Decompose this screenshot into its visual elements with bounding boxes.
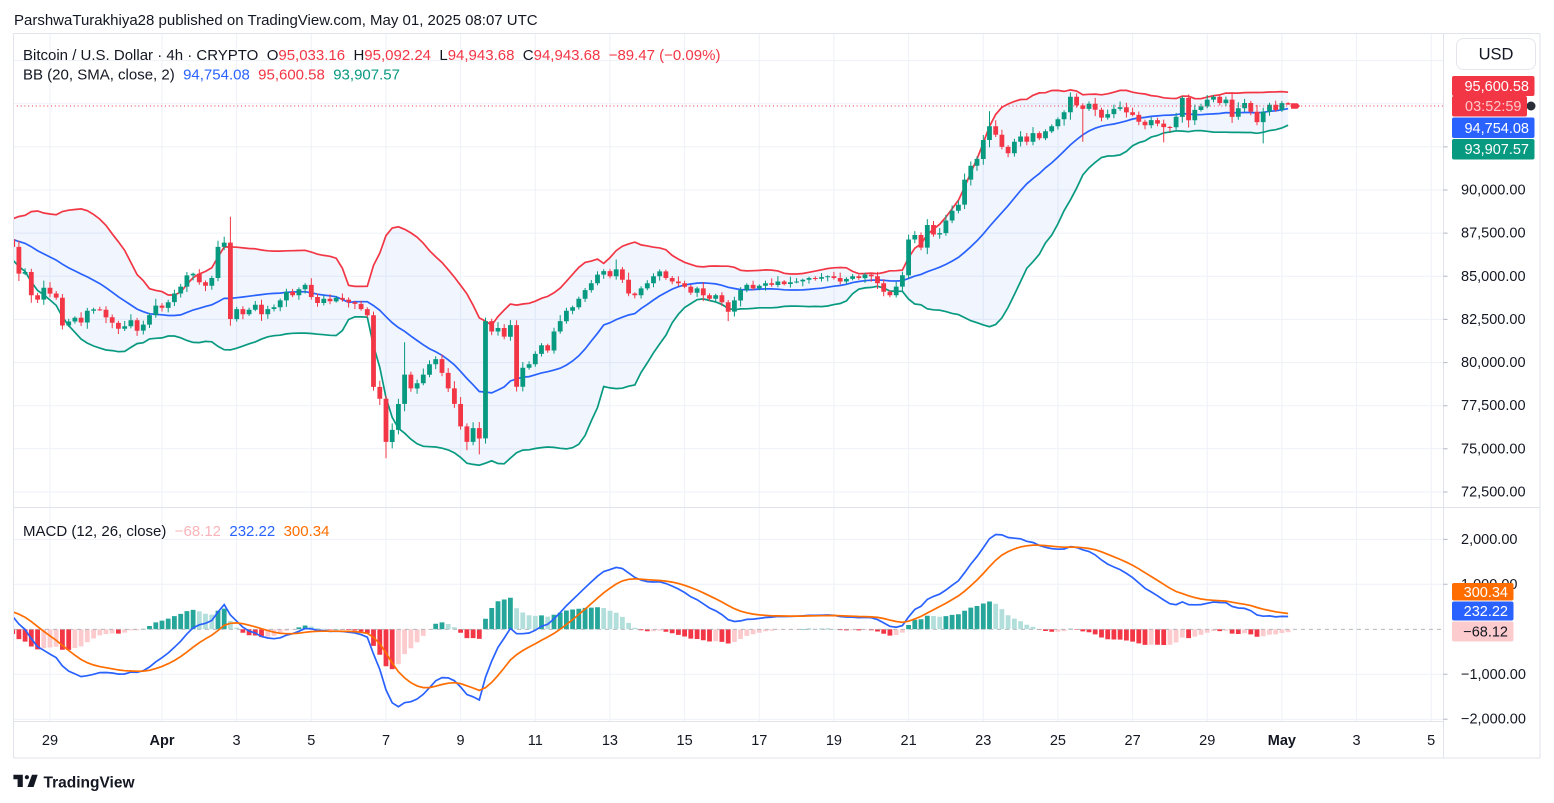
svg-text:90,000.00: 90,000.00 xyxy=(1461,183,1526,199)
svg-text:25: 25 xyxy=(1050,733,1066,749)
svg-text:May: May xyxy=(1268,733,1296,749)
svg-text:2,000.00: 2,000.00 xyxy=(1461,532,1517,548)
svg-text:75,000.00: 75,000.00 xyxy=(1461,441,1526,457)
svg-text:MACD (12, 26, close) −68.12: MACD (12, 26, close) −68.12 232.22 300.3… xyxy=(23,523,329,540)
svg-text:17: 17 xyxy=(751,733,767,749)
svg-text:7: 7 xyxy=(382,733,390,749)
svg-text:80,000.00: 80,000.00 xyxy=(1461,355,1526,371)
svg-text:03:52:59: 03:52:59 xyxy=(1465,99,1521,115)
svg-text:−1,000.00: −1,000.00 xyxy=(1461,667,1526,683)
svg-text:TradingView: TradingView xyxy=(44,775,136,792)
svg-text:Bitcoin / U.S. Dollar · 4h · C: Bitcoin / U.S. Dollar · 4h · CRYPTO O95,… xyxy=(23,47,720,64)
svg-text:93,907.57: 93,907.57 xyxy=(1464,142,1529,158)
svg-text:232.22: 232.22 xyxy=(1464,604,1508,620)
svg-text:72,500.00: 72,500.00 xyxy=(1461,485,1526,501)
svg-text:13: 13 xyxy=(602,733,618,749)
svg-text:95,600.58: 95,600.58 xyxy=(1464,79,1529,95)
svg-text:3: 3 xyxy=(233,733,241,749)
svg-text:USD: USD xyxy=(1479,46,1514,64)
svg-text:15: 15 xyxy=(677,733,693,749)
svg-text:−68.12: −68.12 xyxy=(1463,625,1508,641)
svg-text:−2,000.00: −2,000.00 xyxy=(1461,712,1526,728)
svg-text:23: 23 xyxy=(975,733,991,749)
svg-text:19: 19 xyxy=(826,733,842,749)
svg-text:BB (20, SMA, close, 2) 94,754: BB (20, SMA, close, 2) 94,754.08 95,600.… xyxy=(23,67,400,84)
svg-text:ParshwaTurakhiya28 published o: ParshwaTurakhiya28 published on TradingV… xyxy=(14,12,538,29)
svg-text:5: 5 xyxy=(1427,733,1435,749)
svg-text:85,000.00: 85,000.00 xyxy=(1461,269,1526,285)
svg-text:5: 5 xyxy=(307,733,315,749)
svg-text:27: 27 xyxy=(1125,733,1141,749)
svg-text:87,500.00: 87,500.00 xyxy=(1461,226,1526,242)
svg-text:21: 21 xyxy=(901,733,917,749)
svg-text:82,500.00: 82,500.00 xyxy=(1461,312,1526,328)
svg-text:300.34: 300.34 xyxy=(1464,585,1508,601)
svg-text:77,500.00: 77,500.00 xyxy=(1461,398,1526,414)
svg-text:29: 29 xyxy=(42,733,58,749)
svg-text:11: 11 xyxy=(528,733,543,749)
svg-text:29: 29 xyxy=(1199,733,1215,749)
svg-text:Apr: Apr xyxy=(150,733,175,749)
svg-text:94,754.08: 94,754.08 xyxy=(1464,121,1529,137)
svg-text:3: 3 xyxy=(1352,733,1360,749)
svg-text:9: 9 xyxy=(457,733,465,749)
